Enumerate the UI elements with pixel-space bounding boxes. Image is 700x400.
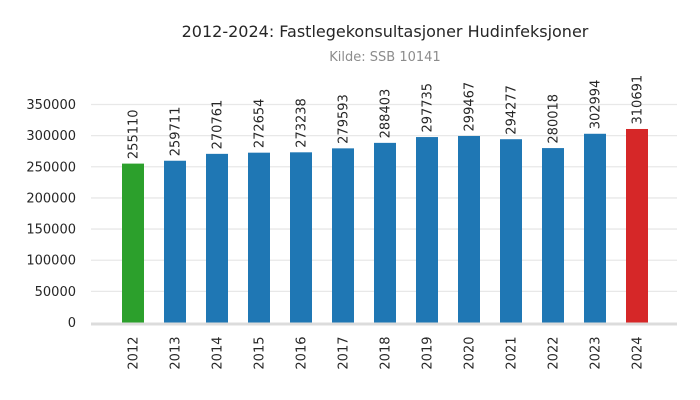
bar-value-label: 255110 [126, 109, 141, 159]
bar [332, 148, 354, 323]
bar [500, 139, 522, 323]
x-tick-label: 2018 [378, 337, 393, 370]
bar-value-label: 280018 [546, 94, 561, 144]
y-tick-label: 150000 [26, 223, 76, 238]
y-tick-label: 50000 [35, 285, 76, 300]
x-tick-label: 2023 [588, 337, 603, 370]
y-tick-label: 300000 [26, 129, 76, 144]
bar-value-label: 302994 [588, 80, 603, 130]
x-tick-label: 2024 [630, 337, 645, 370]
bar [122, 163, 144, 323]
x-tick-label: 2012 [126, 337, 141, 370]
y-tick-label: 100000 [26, 254, 76, 269]
bar-value-label: 259711 [168, 107, 183, 157]
bar [290, 152, 312, 323]
bar-value-label: 294277 [504, 85, 519, 135]
x-tick-label: 2017 [336, 337, 351, 370]
bar-value-label: 273238 [294, 98, 309, 148]
bar [626, 128, 648, 323]
x-tick-label: 2022 [546, 337, 561, 370]
bar [416, 137, 438, 323]
x-tick-label: 2014 [210, 337, 225, 370]
bar [164, 160, 186, 323]
y-tick-label: 250000 [26, 160, 76, 175]
bar [206, 153, 228, 323]
bar-value-label: 288403 [378, 89, 393, 139]
x-tick-label: 2020 [462, 337, 477, 370]
x-tick-label: 2019 [420, 337, 435, 370]
bar [542, 148, 564, 323]
bar-value-label: 272654 [252, 99, 267, 149]
bar-value-label: 270761 [210, 100, 225, 150]
x-tick-label: 2021 [504, 337, 519, 370]
bar-value-label: 279593 [336, 94, 351, 144]
y-tick-label: 200000 [26, 191, 76, 206]
y-tick-label: 0 [68, 316, 76, 331]
bar [458, 135, 480, 323]
bar-value-label: 297735 [420, 83, 435, 133]
bar [248, 152, 270, 323]
x-tick-label: 2015 [252, 337, 267, 370]
bar [584, 133, 606, 323]
bar [374, 142, 396, 323]
y-tick-label: 350000 [26, 98, 76, 113]
bar-value-label: 299467 [462, 82, 477, 132]
chart-title: 2012-2024: Fastlegekonsultasjoner Hudinf… [181, 22, 589, 41]
x-tick-label: 2016 [294, 337, 309, 370]
bar-value-label: 310691 [630, 75, 645, 125]
chart-subtitle: Kilde: SSB 10141 [329, 50, 441, 65]
x-tick-label: 2013 [168, 337, 183, 370]
